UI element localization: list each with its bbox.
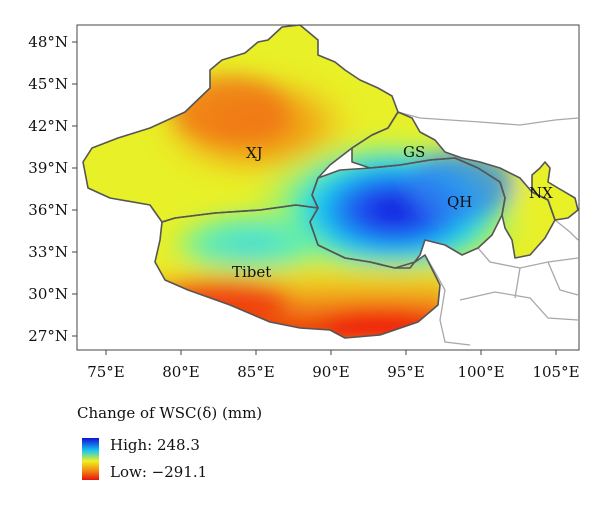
neighbor-borders xyxy=(397,111,579,346)
lon-tick-label: 105°E xyxy=(532,363,579,381)
region-label-gs: GS xyxy=(403,143,425,161)
lat-tick-label: 48°N xyxy=(28,33,68,51)
lon-tick-label: 85°E xyxy=(237,363,275,381)
lon-tick-label: 100°E xyxy=(457,363,504,381)
legend-high-label: High: 248.3 xyxy=(110,436,200,454)
lat-tick-label: 39°N xyxy=(28,159,68,177)
lon-tick-label: 80°E xyxy=(162,363,200,381)
legend-low-label: Low: −291.1 xyxy=(110,463,207,481)
lon-tick-label: 90°E xyxy=(312,363,350,381)
gs-border xyxy=(351,111,556,259)
lat-tick-label: 36°N xyxy=(28,201,68,219)
lat-tick-label: 27°N xyxy=(28,327,68,345)
latitude-axis xyxy=(72,41,77,337)
lat-tick-label: 33°N xyxy=(28,243,68,261)
region-label-tibet: Tibet xyxy=(232,263,271,281)
legend-color-ramp xyxy=(82,438,99,480)
region-label-nx: NX xyxy=(529,184,553,202)
nx-border xyxy=(531,161,579,221)
lat-tick-label: 42°N xyxy=(28,117,68,135)
lon-tick-label: 75°E xyxy=(87,363,125,381)
region-label-xj: XJ xyxy=(246,144,263,162)
lat-tick-label: 30°N xyxy=(28,285,68,303)
lat-tick-label: 45°N xyxy=(28,75,68,93)
legend-title: Change of WSC(δ) (mm) xyxy=(77,404,262,422)
province-borders xyxy=(82,24,579,339)
longitude-axis xyxy=(105,350,557,355)
lon-tick-label: 95°E xyxy=(387,363,425,381)
tibet-border xyxy=(154,204,441,339)
legend: Change of WSC(δ) (mm) High: 248.3 Low: −… xyxy=(77,404,262,481)
region-label-qh: QH xyxy=(447,193,472,211)
